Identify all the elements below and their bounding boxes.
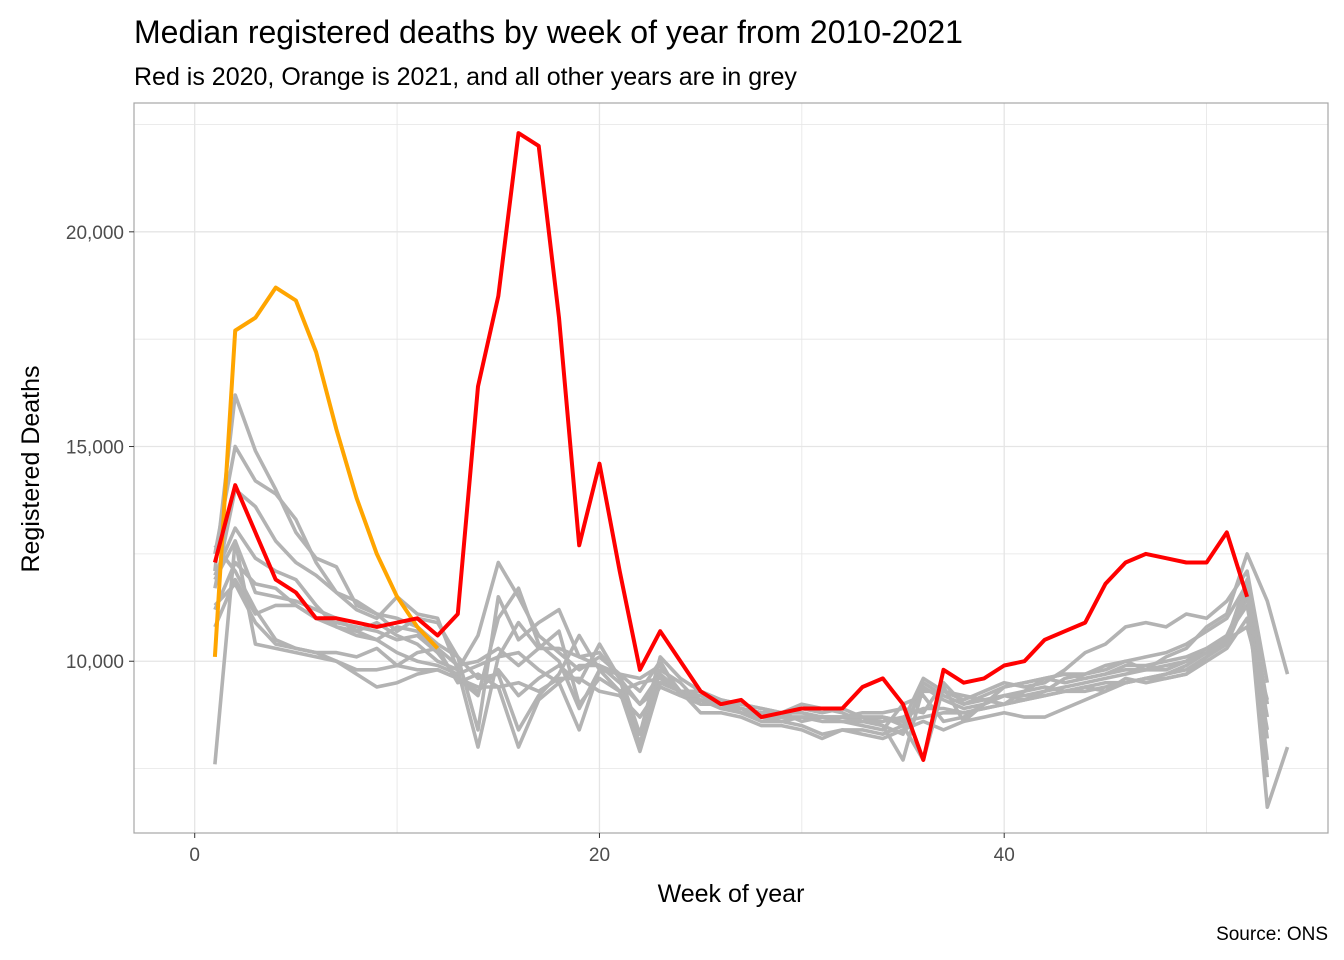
y-tick-label: 15,000: [66, 438, 124, 459]
grey-series-line: [213, 582, 1270, 731]
grey-series-line: [213, 393, 1290, 749]
x-tick-label: 40: [994, 845, 1015, 866]
panel-border: [133, 102, 1329, 834]
x-tick-label: 0: [189, 845, 200, 866]
y-axis-title: Registered Deaths: [17, 365, 45, 572]
chart-subtitle: Red is 2020, Orange is 2021, and all oth…: [134, 63, 797, 91]
axis-ticks: 0 20 40 10,000 15,000 20,000: [66, 223, 1015, 866]
grey-series-line: [213, 544, 1270, 741]
x-axis-title: Week of year: [658, 880, 805, 908]
grey-series-line: [213, 539, 1270, 762]
grey-series-line: [213, 539, 1290, 810]
grey-series-line: [213, 444, 1270, 724]
x-tick-label: 20: [589, 845, 610, 866]
chart-title: Median registered deaths by week of year…: [134, 14, 963, 50]
series-lines: [212, 131, 1290, 810]
highlight-series-line: [212, 285, 440, 658]
grey-series-line: [213, 487, 1270, 737]
gridlines: [134, 103, 1328, 833]
y-tick-label: 10,000: [66, 652, 124, 673]
chart-caption: Source: ONS: [1216, 924, 1328, 945]
y-tick-label: 20,000: [66, 223, 124, 244]
highlight-series-line: [212, 131, 1250, 762]
